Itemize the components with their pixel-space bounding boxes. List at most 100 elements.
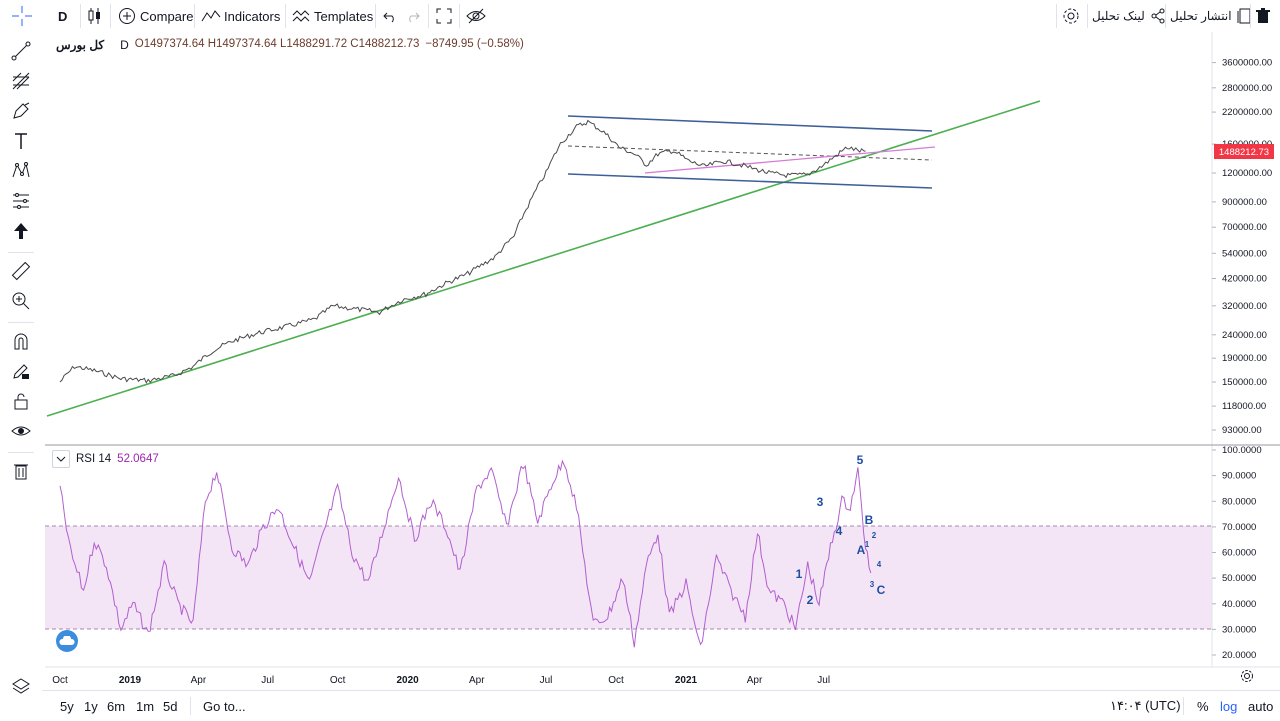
trendline-tool[interactable]: [8, 38, 34, 64]
range-5y[interactable]: 5y: [60, 698, 74, 714]
arrow-up-icon: [14, 223, 28, 239]
price-tick-label: 2800000.00: [1222, 83, 1272, 94]
zoom-in-icon: [12, 292, 30, 310]
trendline-icon: [11, 41, 31, 61]
legend-interval: D: [120, 38, 129, 52]
rsi-axis: 100.0000 90.0000 80.0000 70.0000 60.0000 50.0…: [1212, 445, 1262, 661]
channel-lower-line: [567, 173, 933, 189]
share-button[interactable]: لینک تحلیل: [1092, 0, 1166, 32]
lock-all-tool[interactable]: [8, 388, 34, 414]
range-6m[interactable]: 6m: [107, 698, 126, 714]
last-price-label: 1488212.73: [1219, 147, 1269, 158]
pattern-tool[interactable]: [8, 158, 34, 184]
wave-label: 4: [836, 524, 843, 538]
price-series-group: [59, 119, 866, 384]
magnet-tool[interactable]: [8, 328, 34, 354]
fib-tool[interactable]: [8, 68, 34, 94]
crosshair-icon: [12, 6, 32, 26]
bottom-toolbar: 5y 1y 6m 1m 5d Go to... ۱۴:۰۴ (UTC) % lo…: [42, 690, 1280, 721]
trash-icon: [14, 464, 28, 480]
rsi-tick-label: 60.0000: [1222, 548, 1256, 559]
change-value: −8749.95 (−0.58%): [425, 38, 524, 50]
time-tick-label: Oct: [608, 675, 624, 686]
publish-button[interactable]: انتشار تحلیل: [1170, 0, 1253, 32]
range-1y[interactable]: 1y: [84, 698, 98, 714]
rsi-tick-label: 70.0000: [1222, 522, 1256, 533]
wave-label: 3: [870, 580, 875, 589]
rsi-tick-label: 30.0000: [1222, 624, 1256, 635]
publish-icon: [1237, 8, 1251, 24]
time-tick-label: Apr: [469, 675, 485, 686]
redo-icon: [409, 12, 420, 23]
pattern-icon: [12, 162, 30, 178]
undo-button[interactable]: [383, 0, 397, 32]
templates-button[interactable]: Templates: [292, 0, 373, 32]
log-toggle[interactable]: log: [1220, 698, 1238, 714]
wave-label: A: [857, 543, 866, 557]
brand-logo[interactable]: [56, 630, 78, 652]
settings-button[interactable]: [1062, 0, 1080, 32]
chart-legend: کل بورس D O1497374.64 H1497374.64 L14882…: [56, 38, 524, 52]
measure-tool[interactable]: [8, 258, 34, 284]
pencil-lock-icon: [13, 364, 29, 379]
fullscreen-button[interactable]: [436, 0, 452, 32]
text-tool[interactable]: [8, 128, 34, 154]
candles-icon: [88, 8, 100, 24]
axis-settings-button[interactable]: [1240, 669, 1256, 685]
lock-icon: [14, 393, 28, 410]
pitchfork-icon: [12, 72, 30, 90]
range-5d[interactable]: 5d: [163, 698, 178, 714]
symbol-name[interactable]: کل بورس: [56, 38, 105, 52]
rsi-series-group: [59, 459, 872, 648]
delete-button[interactable]: [1256, 0, 1270, 32]
wave-label: 3: [817, 495, 824, 509]
eye-icon: [11, 426, 31, 436]
timezone-label[interactable]: ۱۴:۰۴ (UTC): [1110, 698, 1181, 713]
hide-drawings-button[interactable]: [466, 0, 486, 32]
trash-icon: [1256, 8, 1270, 23]
price-tick-label: 2200000.00: [1222, 107, 1272, 118]
lock-drawing-tool[interactable]: [8, 358, 34, 384]
gear-icon: [1241, 670, 1253, 682]
zoom-tool[interactable]: [8, 288, 34, 314]
time-tick-label: 2019: [119, 675, 142, 686]
goto-button[interactable]: Go to...: [203, 698, 246, 714]
remove-drawings-tool[interactable]: [8, 458, 34, 484]
time-tick-label: Oct: [52, 675, 68, 686]
range-1m[interactable]: 1m: [136, 698, 155, 714]
brush-icon: [13, 102, 30, 119]
rsi-tick-label: 50.0000: [1222, 573, 1256, 584]
price-tick-label: 900000.00: [1222, 197, 1267, 208]
percent-toggle[interactable]: %: [1197, 698, 1209, 714]
text-icon: [15, 133, 27, 149]
time-tick-label: Jul: [540, 675, 553, 686]
chart-area[interactable]: 3600000.002800000.002200000.001600000.00…: [42, 32, 1280, 690]
compare-label: Compare: [140, 8, 194, 24]
price-tick-label: 150000.00: [1222, 377, 1267, 388]
prediction-tool[interactable]: [8, 188, 34, 214]
undo-icon: [383, 12, 394, 23]
auto-toggle[interactable]: auto: [1248, 698, 1274, 714]
hide-all-tool[interactable]: [8, 418, 34, 444]
compare-button[interactable]: Compare: [118, 0, 193, 32]
drawing-toolbar: [0, 32, 43, 720]
collapse-button[interactable]: [52, 450, 70, 468]
interval-button[interactable]: D: [58, 8, 68, 24]
indicators-label: Indicators: [224, 8, 281, 24]
price-tick-label: 540000.00: [1222, 248, 1267, 259]
time-tick-label: Apr: [191, 675, 207, 686]
object-tree-tool[interactable]: [8, 674, 34, 700]
brush-tool[interactable]: [8, 98, 34, 124]
price-line: [59, 119, 866, 384]
wave-label: 4: [877, 560, 882, 569]
crosshair-tool[interactable]: [10, 4, 34, 28]
indicators-button[interactable]: Indicators: [201, 0, 280, 32]
icon-tool[interactable]: [8, 218, 34, 244]
redo-button[interactable]: [406, 0, 420, 32]
chart-type-button[interactable]: [87, 0, 103, 32]
time-axis: Oct 2019 Apr Jul Oct 2020 Apr Jul Oct 2021 Apr Jul: [52, 675, 830, 686]
share-label: لینک تحلیل: [1092, 9, 1145, 23]
rsi-line: [59, 459, 872, 648]
time-tick-label: Oct: [330, 675, 346, 686]
projection-icon: [13, 193, 29, 209]
